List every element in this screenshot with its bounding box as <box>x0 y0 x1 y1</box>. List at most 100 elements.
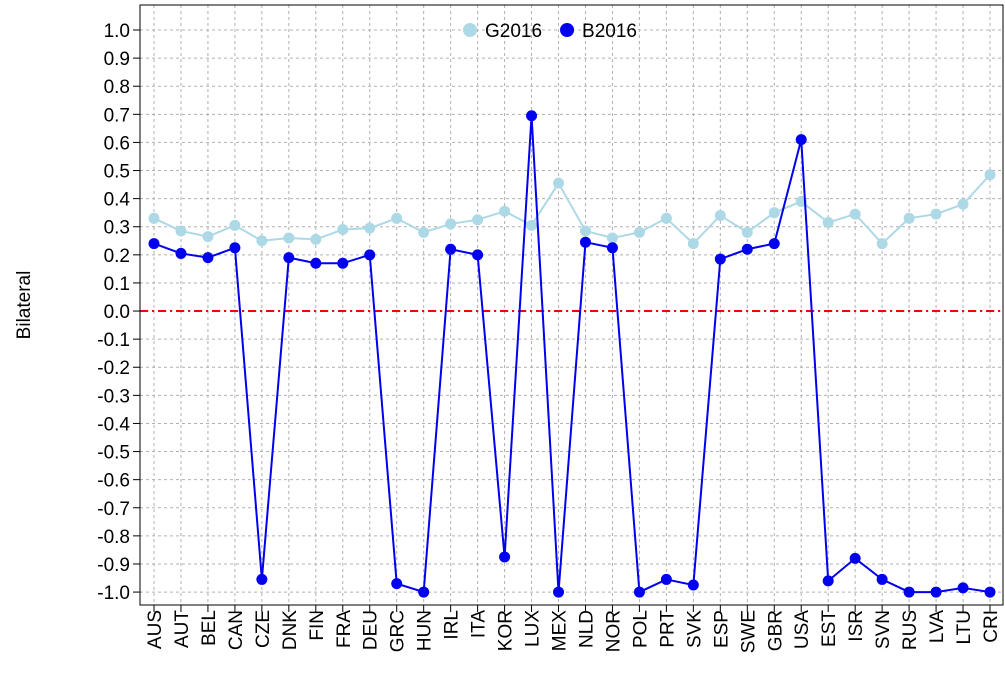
data-point <box>579 225 591 237</box>
data-point <box>283 252 295 264</box>
y-tick-label: 0.7 <box>104 105 130 126</box>
legend-marker <box>463 23 477 37</box>
x-tick-label: GBR <box>765 610 786 651</box>
data-point <box>606 232 618 244</box>
data-point <box>526 219 538 231</box>
data-point <box>984 586 996 598</box>
legend-label: G2016 <box>485 21 542 42</box>
data-point <box>741 243 753 255</box>
data-point <box>849 208 861 220</box>
data-point <box>256 573 268 585</box>
data-point <box>445 218 457 230</box>
data-point <box>714 209 726 221</box>
plot-border <box>139 4 1004 606</box>
y-tick-label: 0.2 <box>104 246 130 267</box>
y-tick-label: -0.2 <box>97 358 130 379</box>
data-point <box>849 552 861 564</box>
x-tick-label: LTU <box>954 610 975 644</box>
data-point <box>876 238 888 250</box>
x-tick-label: SVN <box>873 610 894 649</box>
y-tick-label: 1.0 <box>104 21 130 42</box>
data-point <box>499 551 511 563</box>
y-tick-label: 0.6 <box>104 133 130 154</box>
y-tick-label: -0.5 <box>97 443 130 464</box>
data-point <box>768 207 780 219</box>
data-point <box>930 586 942 598</box>
data-point <box>660 212 672 224</box>
x-tick-label: LUX <box>523 610 544 647</box>
x-tick-label: USA <box>792 610 813 649</box>
data-point <box>229 219 241 231</box>
data-point <box>660 573 672 585</box>
y-tick-label: 0.0 <box>104 302 130 323</box>
x-tick-label: FRA <box>334 610 355 648</box>
data-point <box>633 226 645 238</box>
y-tick-label: 0.4 <box>104 190 131 211</box>
x-tick-label: HUN <box>415 610 436 651</box>
x-tick-label: ISR <box>846 610 867 642</box>
data-point <box>499 205 511 217</box>
x-tick-label: DEU <box>361 610 382 650</box>
data-point <box>256 235 268 247</box>
data-point <box>903 586 915 598</box>
x-tick-label: AUT <box>172 610 193 648</box>
data-point <box>984 169 996 181</box>
data-point <box>337 257 349 269</box>
series-line <box>153 174 991 246</box>
data-point <box>175 247 187 259</box>
data-point <box>579 236 591 248</box>
data-point <box>687 238 699 250</box>
data-point <box>957 198 969 210</box>
data-point <box>391 578 403 590</box>
legend-label: B2016 <box>582 21 637 42</box>
x-tick-label: NOR <box>603 610 624 652</box>
data-point <box>364 222 376 234</box>
x-tick-label: POL <box>630 610 651 648</box>
data-point <box>795 134 807 146</box>
x-tick-label: GRC <box>388 610 409 652</box>
y-tick-label: -0.8 <box>97 527 130 548</box>
y-tick-label: -0.6 <box>97 471 130 492</box>
data-point <box>364 249 376 261</box>
y-tick-label: -1.0 <box>97 583 130 604</box>
y-tick-label: -0.7 <box>97 499 130 520</box>
data-point <box>741 226 753 238</box>
x-tick-label: NLD <box>576 610 597 648</box>
data-point <box>553 586 565 598</box>
data-point <box>768 238 780 250</box>
y-tick-label: -0.3 <box>97 386 130 407</box>
x-tick-label: SWE <box>738 610 759 653</box>
y-tick-label: 0.8 <box>104 77 130 98</box>
data-point <box>391 212 403 224</box>
data-point <box>148 238 160 250</box>
data-point <box>714 253 726 265</box>
data-point <box>202 231 214 243</box>
data-point <box>418 586 430 598</box>
series-line <box>153 115 991 594</box>
x-tick-label: CZE <box>253 610 274 648</box>
x-tick-label: ESP <box>711 610 732 648</box>
x-tick-label: SVK <box>684 610 705 648</box>
data-point <box>148 212 160 224</box>
data-point <box>526 110 538 122</box>
data-point <box>876 573 888 585</box>
data-point <box>472 249 484 261</box>
data-point <box>337 224 349 236</box>
data-point <box>445 243 457 255</box>
data-point <box>930 208 942 220</box>
x-tick-label: RUS <box>900 610 921 650</box>
y-tick-label: -0.9 <box>97 555 130 576</box>
y-tick-label: -0.4 <box>97 414 130 435</box>
x-tick-label: CRI <box>981 610 1002 643</box>
x-tick-label: IRL <box>442 610 463 640</box>
data-point <box>633 586 645 598</box>
x-tick-label: ITA <box>469 610 490 638</box>
x-tick-label: PRT <box>657 610 678 648</box>
x-tick-label: EST <box>819 610 840 647</box>
x-tick-label: FIN <box>307 610 328 641</box>
data-point <box>202 252 214 264</box>
legend-marker <box>560 23 575 37</box>
data-point <box>822 217 834 229</box>
x-tick-label: KOR <box>496 610 517 651</box>
data-point <box>903 212 915 224</box>
